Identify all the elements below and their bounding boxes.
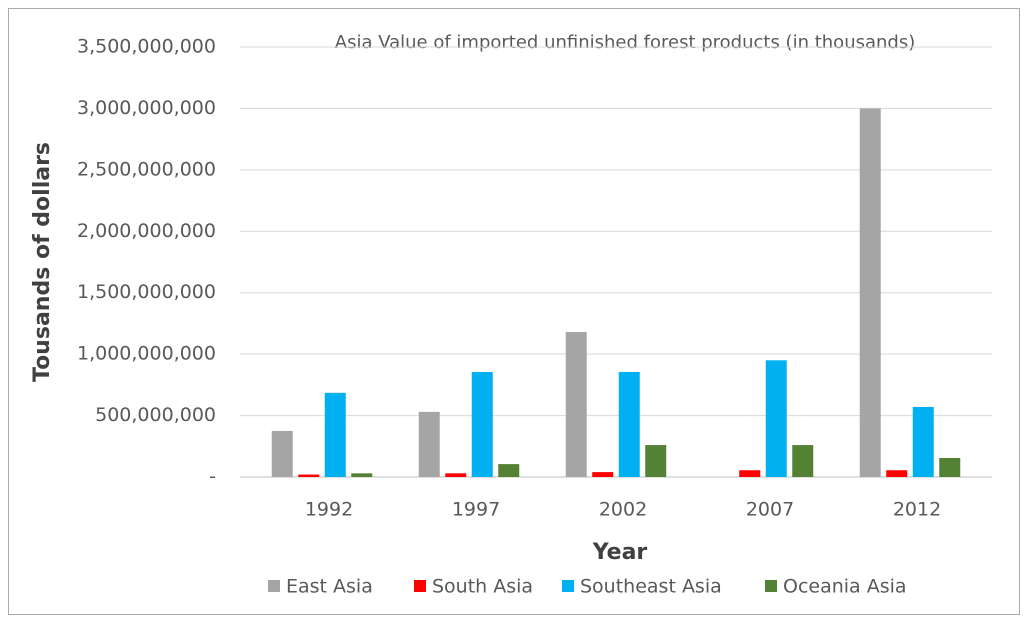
chart-title: Asia Value of imported unfinished forest… xyxy=(335,32,916,53)
x-tick-label: 1997 xyxy=(452,499,500,521)
bar xyxy=(939,457,961,477)
y-tick-label: 2,500,000,000 xyxy=(77,158,216,180)
legend-swatch xyxy=(268,580,280,592)
bar xyxy=(912,406,934,477)
bar xyxy=(618,371,640,477)
y-tick-label: 3,500,000,000 xyxy=(77,36,216,58)
legend-swatch xyxy=(765,580,777,592)
legend-swatch xyxy=(562,580,574,592)
bar xyxy=(351,473,373,477)
bar xyxy=(859,108,881,477)
x-tick-label: 2002 xyxy=(599,499,647,521)
x-tick-label: 1992 xyxy=(305,499,353,521)
chart-frame xyxy=(8,8,1020,615)
x-tick-label: 2012 xyxy=(893,499,941,521)
bar xyxy=(418,411,440,477)
bar xyxy=(271,430,293,477)
bar xyxy=(792,445,814,477)
bar xyxy=(498,464,520,477)
y-tick-label: 1,500,000,000 xyxy=(77,281,216,303)
legend-label: Southeast Asia xyxy=(580,576,722,598)
x-tick-label: 2007 xyxy=(746,499,794,521)
bar xyxy=(471,371,493,477)
bar xyxy=(565,332,587,477)
y-tick-label: 2,000,000,000 xyxy=(77,220,216,242)
x-axis-label: Year xyxy=(592,540,648,565)
bar xyxy=(645,445,667,477)
y-axis-label: Tousands of dollars xyxy=(30,142,55,382)
legend-label: Oceania Asia xyxy=(783,576,907,598)
bar xyxy=(324,392,346,477)
bar xyxy=(739,470,761,477)
y-tick-label: 1,000,000,000 xyxy=(77,343,216,365)
y-tick-label: - xyxy=(209,466,216,488)
y-tick-label: 3,000,000,000 xyxy=(77,97,216,119)
legend-label: South Asia xyxy=(432,576,533,598)
y-tick-label: 500,000,000 xyxy=(95,404,216,426)
bar xyxy=(592,472,614,477)
legend-swatch xyxy=(414,580,426,592)
bar xyxy=(298,474,320,477)
bar xyxy=(886,470,908,477)
legend-label: East Asia xyxy=(286,576,373,598)
bar xyxy=(765,360,787,477)
bar xyxy=(445,473,467,477)
